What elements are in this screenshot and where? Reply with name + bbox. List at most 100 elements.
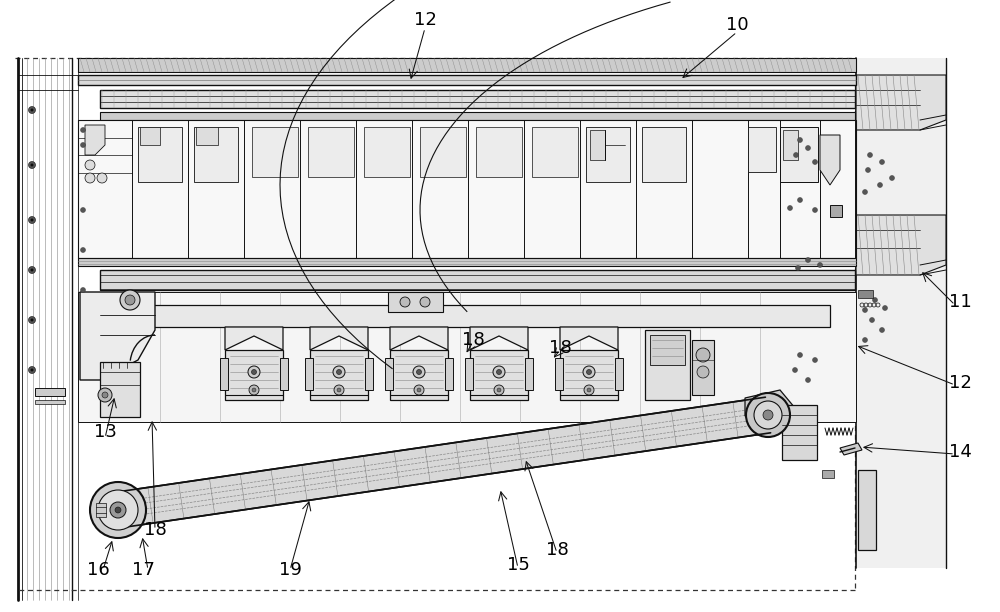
Bar (390, 350, 448, 400)
Bar (420, 127, 466, 177)
Circle shape (583, 366, 595, 378)
Bar (140, 127, 160, 145)
Bar (586, 127, 630, 182)
Bar (252, 127, 298, 177)
Polygon shape (560, 327, 618, 350)
Circle shape (862, 307, 867, 313)
Circle shape (890, 176, 894, 181)
Circle shape (115, 507, 121, 513)
Circle shape (792, 367, 797, 373)
Bar (858, 290, 873, 298)
Circle shape (400, 297, 410, 307)
Bar (96, 503, 106, 517)
Polygon shape (80, 292, 155, 380)
Bar (35, 388, 65, 396)
Circle shape (880, 160, 884, 165)
Circle shape (120, 290, 140, 310)
Circle shape (805, 258, 810, 263)
Polygon shape (225, 327, 283, 350)
Bar (782, 405, 817, 460)
Bar (100, 362, 140, 417)
Bar (220, 358, 228, 390)
Polygon shape (820, 135, 840, 185)
Bar (310, 350, 368, 400)
Circle shape (746, 393, 790, 437)
Circle shape (334, 385, 344, 395)
Bar (525, 358, 533, 390)
Circle shape (31, 368, 34, 371)
Circle shape (797, 198, 802, 203)
Circle shape (805, 146, 810, 151)
Circle shape (754, 401, 782, 429)
Circle shape (81, 143, 86, 147)
Text: 15: 15 (507, 556, 529, 574)
Circle shape (98, 490, 138, 530)
Circle shape (587, 388, 591, 392)
Circle shape (797, 138, 802, 143)
Bar (748, 127, 776, 172)
Bar (305, 358, 313, 390)
Circle shape (763, 410, 773, 420)
Text: 12: 12 (949, 374, 971, 392)
Circle shape (29, 162, 36, 168)
Text: 14: 14 (949, 443, 971, 461)
Bar (388, 292, 443, 312)
Bar (650, 335, 685, 365)
Circle shape (413, 366, 425, 378)
Circle shape (812, 160, 817, 165)
Circle shape (880, 327, 884, 332)
Bar (365, 358, 373, 390)
Circle shape (586, 370, 592, 375)
Circle shape (793, 152, 798, 157)
Circle shape (812, 207, 817, 212)
Circle shape (81, 207, 86, 212)
Bar (225, 350, 283, 400)
Bar (645, 330, 690, 400)
Bar (858, 470, 876, 550)
Circle shape (496, 370, 502, 375)
Circle shape (865, 168, 870, 173)
Circle shape (869, 318, 874, 323)
Bar (470, 350, 528, 400)
Polygon shape (856, 215, 946, 275)
Circle shape (878, 182, 882, 187)
Bar (100, 112, 855, 120)
Circle shape (29, 367, 36, 373)
Circle shape (795, 266, 800, 271)
Circle shape (29, 316, 36, 324)
Circle shape (31, 218, 34, 222)
Circle shape (882, 305, 888, 310)
Circle shape (697, 366, 709, 378)
Bar (783, 130, 798, 160)
Polygon shape (470, 327, 528, 350)
Polygon shape (856, 75, 946, 130)
Circle shape (787, 206, 792, 211)
Circle shape (862, 337, 867, 343)
Circle shape (29, 266, 36, 274)
Text: 12: 12 (414, 11, 436, 29)
Circle shape (90, 482, 146, 538)
Polygon shape (85, 125, 105, 155)
Circle shape (817, 263, 822, 267)
Bar (822, 470, 834, 478)
Circle shape (812, 357, 817, 362)
Circle shape (584, 385, 594, 395)
Bar (780, 127, 818, 182)
Circle shape (337, 370, 342, 375)
Bar (78, 258, 856, 266)
Bar (385, 358, 393, 390)
Text: 11: 11 (949, 293, 971, 311)
Circle shape (29, 217, 36, 223)
Circle shape (416, 370, 422, 375)
Circle shape (31, 269, 34, 272)
Circle shape (31, 108, 34, 111)
Bar (615, 358, 623, 390)
Bar (445, 358, 453, 390)
Circle shape (98, 388, 112, 402)
Bar (78, 120, 856, 258)
Polygon shape (745, 390, 795, 416)
Bar (78, 58, 856, 72)
Circle shape (249, 385, 259, 395)
Circle shape (252, 370, 257, 375)
Bar (476, 127, 522, 177)
